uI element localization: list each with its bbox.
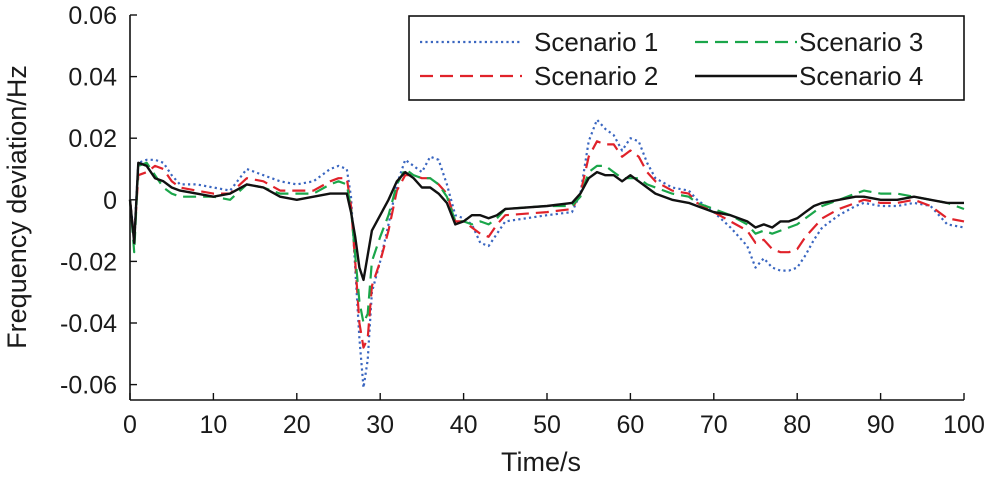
series-line-scenario-4 xyxy=(128,161,964,282)
x-tick-label: 20 xyxy=(283,411,311,439)
y-tick-label: 0 xyxy=(103,187,117,215)
x-tick-label: 80 xyxy=(783,411,811,439)
y-tick-label: 0.04 xyxy=(68,64,117,92)
legend: Scenario 1 Scenario 2 Scenario 3 Scenario 4 xyxy=(408,15,965,101)
legend-label-scenario-3: Scenario 3 xyxy=(799,27,923,57)
ticks-layer: 0 10 20 30 40 50 60 70 80 90 100 -0.06 -0.04 -0.02 0 0.… xyxy=(60,2,985,439)
x-tick-label: 0 xyxy=(123,411,137,439)
y-tick-label: -0.04 xyxy=(60,310,117,338)
series-line-scenario-1 xyxy=(128,118,965,389)
x-tick-label: 10 xyxy=(199,411,227,439)
y-tick-label: -0.02 xyxy=(60,248,117,276)
y-tick-label: -0.06 xyxy=(60,372,117,400)
legend-box xyxy=(408,15,965,101)
y-tick-label: 0.02 xyxy=(68,125,117,153)
legend-label-scenario-1: Scenario 1 xyxy=(534,27,658,57)
x-tick-label: 30 xyxy=(366,411,394,439)
x-tick-label: 40 xyxy=(450,411,478,439)
series-line-scenario-3 xyxy=(128,161,965,325)
series-line-scenario-2 xyxy=(128,140,965,349)
legend-label-scenario-2: Scenario 2 xyxy=(534,61,658,91)
series-layer xyxy=(128,118,965,389)
x-tick-label: 50 xyxy=(533,411,561,439)
x-tick-label: 60 xyxy=(616,411,644,439)
x-tick-label: 100 xyxy=(943,411,985,439)
y-tick-label: 0.06 xyxy=(68,2,117,30)
x-axis-title: Time/s xyxy=(501,447,581,477)
y-axis-title: Frequency deviation/Hz xyxy=(2,65,32,349)
legend-label-scenario-4: Scenario 4 xyxy=(799,61,923,91)
x-tick-label: 70 xyxy=(700,411,728,439)
x-tick-label: 90 xyxy=(867,411,895,439)
